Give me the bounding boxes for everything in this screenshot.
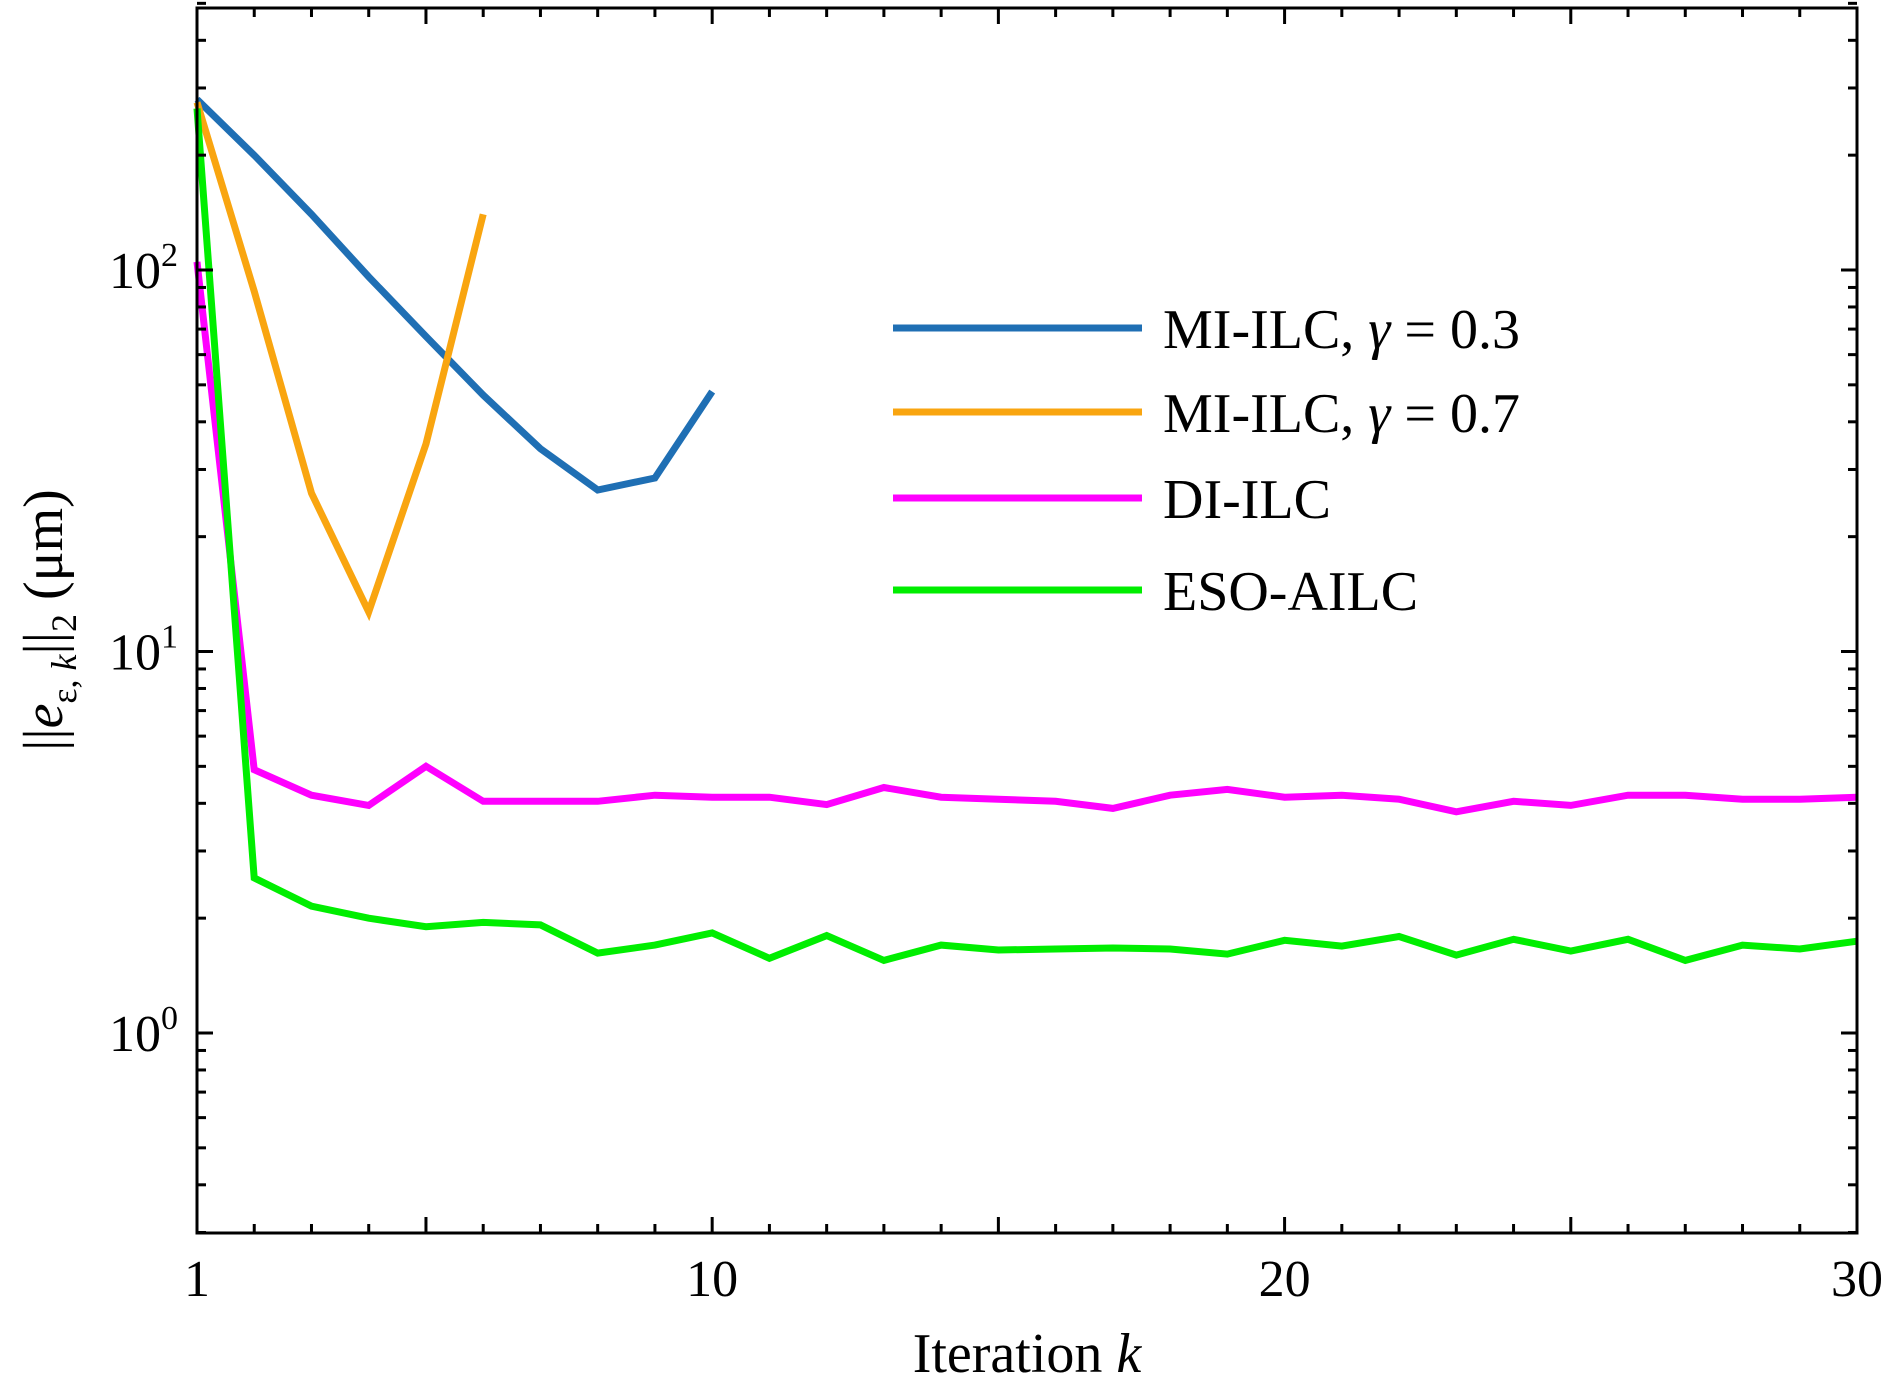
series-line-3 (193, 108, 1858, 965)
legend-label-1: MI-ILC, γ = 0.7 (1163, 383, 1520, 445)
series-layer (193, 96, 1858, 965)
x-tick-label-0: 1 (184, 1251, 210, 1308)
x-axis-label-main: Iteration (913, 1323, 1117, 1383)
series-line-0 (194, 96, 716, 494)
y-tick-label-0: 100 (109, 1000, 178, 1063)
y-tick-label-2: 102 (109, 237, 178, 300)
x-tick-label-1: 10 (686, 1251, 738, 1308)
ticks-layer (195, 1, 1859, 1234)
x-tick-label-3: 30 (1831, 1251, 1883, 1308)
x-tick-label-2: 20 (1259, 1251, 1311, 1308)
legend-label-0: MI-ILC, γ = 0.3 (1163, 299, 1520, 361)
x-axis-label-var: k (1116, 1323, 1142, 1383)
tick-label-layer: 1 10 20 30 100 101 102 (109, 237, 1883, 1308)
plot-frame (195, 6, 1859, 1235)
y-axis-label: ||eε, k||2 (μm) (13, 489, 84, 751)
y-tick-label-1: 101 (109, 619, 178, 682)
legend-label-3: ESO-AILC (1163, 561, 1418, 623)
x-axis-label: Iteration k (913, 1323, 1143, 1383)
legend-label-2: DI-ILC (1163, 469, 1331, 531)
series-line-1 (193, 101, 487, 622)
legend: MI-ILC, γ = 0.3 MI-ILC, γ = 0.7 DI-ILC ESO-… (893, 299, 1520, 623)
series-line-2 (193, 261, 1858, 816)
